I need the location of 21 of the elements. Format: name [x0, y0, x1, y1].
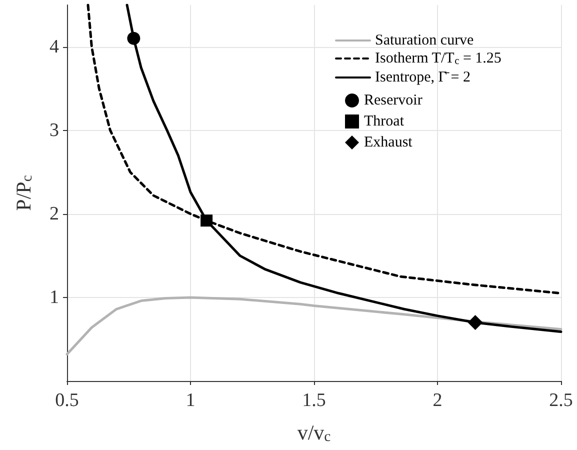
- legend-label: Reservoir: [364, 92, 422, 108]
- x-tick-label: 1.5: [302, 390, 326, 411]
- y-tick-label: 3: [50, 120, 59, 141]
- y-tick-label: 4: [50, 36, 60, 58]
- x-axis-title: v/vc: [297, 420, 332, 445]
- legend-label: Isotherm T/Tc = 1.25: [375, 50, 502, 67]
- legend-label: Throat: [364, 114, 405, 130]
- y-axis-title: P/Pc: [11, 174, 36, 211]
- legend-label: Isentrope, Γ̄ = 2: [375, 70, 470, 86]
- y-tick-label: 2: [50, 203, 59, 224]
- y-tick-label: 1: [50, 286, 59, 308]
- x-tick-label: 2: [432, 390, 442, 411]
- x-tick-label: 0.5: [55, 390, 79, 411]
- x-tick-label: 2.5: [549, 390, 573, 411]
- legend-label: Saturation curve: [375, 32, 474, 48]
- x-tick-label: 1: [186, 390, 196, 411]
- point: [127, 32, 140, 45]
- line-series: [66, 296, 562, 356]
- point: [200, 214, 213, 227]
- legend-label: Exhaust: [364, 134, 414, 150]
- point: [468, 315, 483, 330]
